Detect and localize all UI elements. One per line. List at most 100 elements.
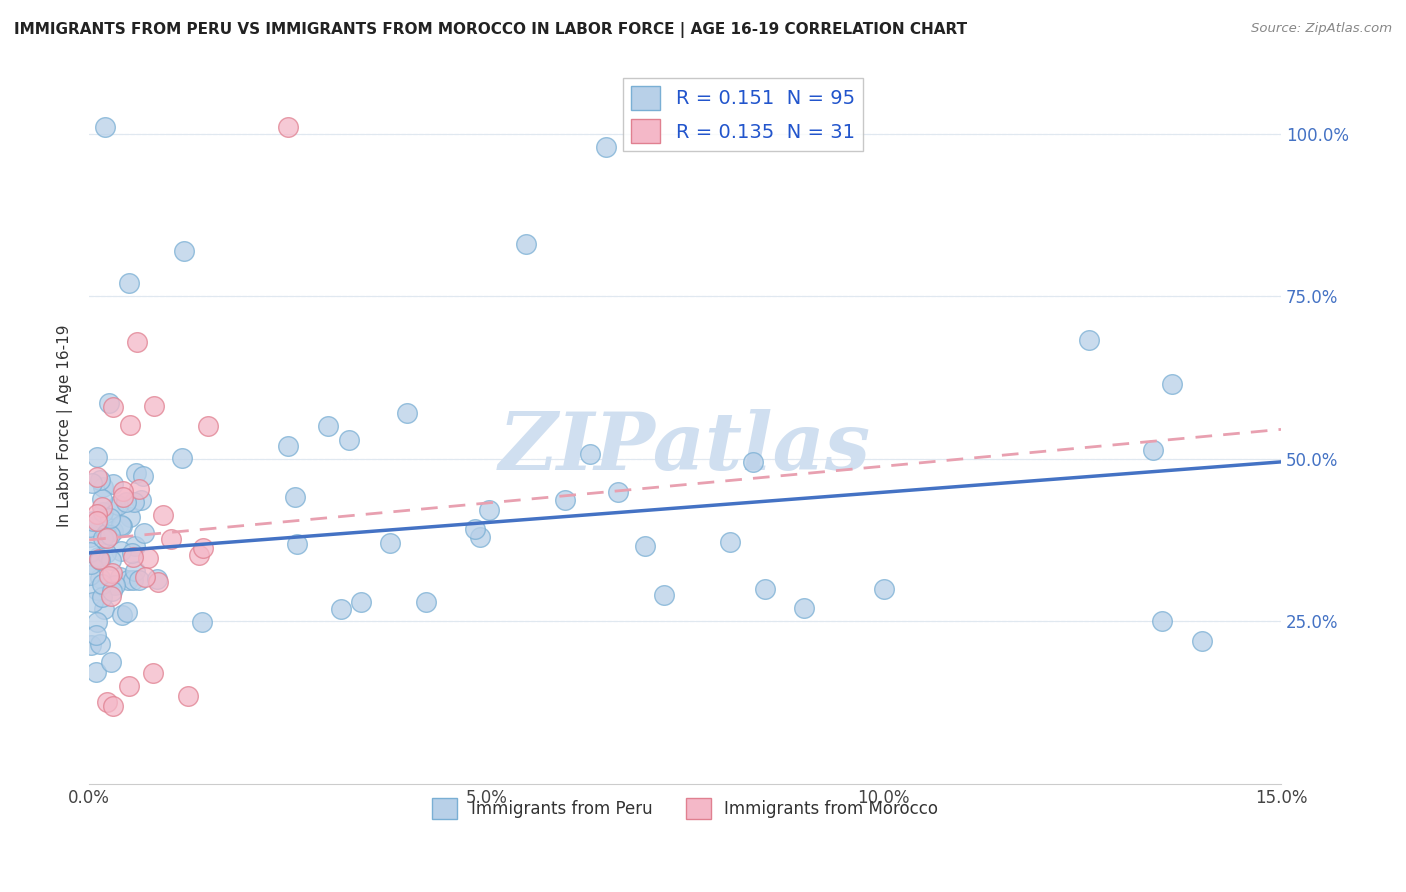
Point [1078,333,1101,347]
Point [94,527,117,541]
Point [98,528,121,542]
Point [118,417,141,432]
Point [86,665,108,680]
Point [91,512,114,526]
Point [86,582,108,597]
Point [101,400,124,414]
Point [1160,377,1182,392]
Y-axis label: In Labor Force | Age 16-19: In Labor Force | Age 16-19 [58,325,73,527]
Point [793,601,815,615]
Point [187,548,209,562]
Point [82,595,104,609]
Point [118,679,141,693]
Point [718,535,741,549]
Point [122,495,145,509]
Point [121,546,143,560]
Point [111,483,134,498]
Point [117,573,139,587]
Point [79,530,101,544]
Point [90,491,112,506]
Point [350,595,373,609]
Point [101,698,124,713]
Point [873,582,896,596]
Point [97,568,120,582]
Point [91,500,114,515]
Point [89,637,111,651]
Point [101,501,124,516]
Point [132,469,155,483]
Point [110,517,132,532]
Point [125,467,148,481]
Point [515,237,537,252]
Text: ZIPatlas: ZIPatlas [499,409,872,486]
Point [97,395,120,409]
Point [415,595,437,609]
Point [100,589,122,603]
Point [91,532,114,546]
Point [134,570,156,584]
Point [1191,633,1213,648]
Point [125,334,148,349]
Point [108,570,131,584]
Point [277,439,299,453]
Point [595,139,617,153]
Legend: Immigrants from Peru, Immigrants from Morocco: Immigrants from Peru, Immigrants from Mo… [426,792,945,825]
Point [142,666,165,681]
Point [146,575,169,590]
Point [80,475,103,490]
Point [87,552,110,566]
Point [124,564,146,578]
Point [101,583,124,598]
Point [86,507,108,521]
Point [468,530,491,544]
Point [142,399,165,413]
Point [146,573,169,587]
Point [118,509,141,524]
Point [80,638,103,652]
Point [136,550,159,565]
Point [177,689,200,703]
Point [287,537,309,551]
Point [89,473,111,487]
Point [79,568,101,582]
Point [86,470,108,484]
Point [111,490,134,504]
Point [91,505,114,519]
Point [94,546,117,560]
Point [128,483,150,497]
Point [91,480,114,494]
Point [129,493,152,508]
Point [1142,443,1164,458]
Point [118,276,141,290]
Point [337,434,360,448]
Point [190,615,212,630]
Point [89,553,111,567]
Point [152,508,174,522]
Point [160,532,183,546]
Point [554,492,576,507]
Text: IMMIGRANTS FROM PERU VS IMMIGRANTS FROM MOROCCO IN LABOR FORCE | AGE 16-19 CORRE: IMMIGRANTS FROM PERU VS IMMIGRANTS FROM … [14,22,967,38]
Point [634,539,657,553]
Point [284,490,307,504]
Point [110,544,132,558]
Point [193,541,215,555]
Point [100,553,122,567]
Point [100,655,122,669]
Point [111,608,134,623]
Point [652,588,675,602]
Point [464,522,486,536]
Point [79,545,101,559]
Point [86,450,108,464]
Point [197,419,219,434]
Point [107,498,129,512]
Point [173,244,195,258]
Point [277,120,299,134]
Point [121,573,143,587]
Point [101,477,124,491]
Point [86,514,108,528]
Point [121,550,143,565]
Point [86,615,108,629]
Point [124,539,146,553]
Point [606,485,628,500]
Point [101,524,124,539]
